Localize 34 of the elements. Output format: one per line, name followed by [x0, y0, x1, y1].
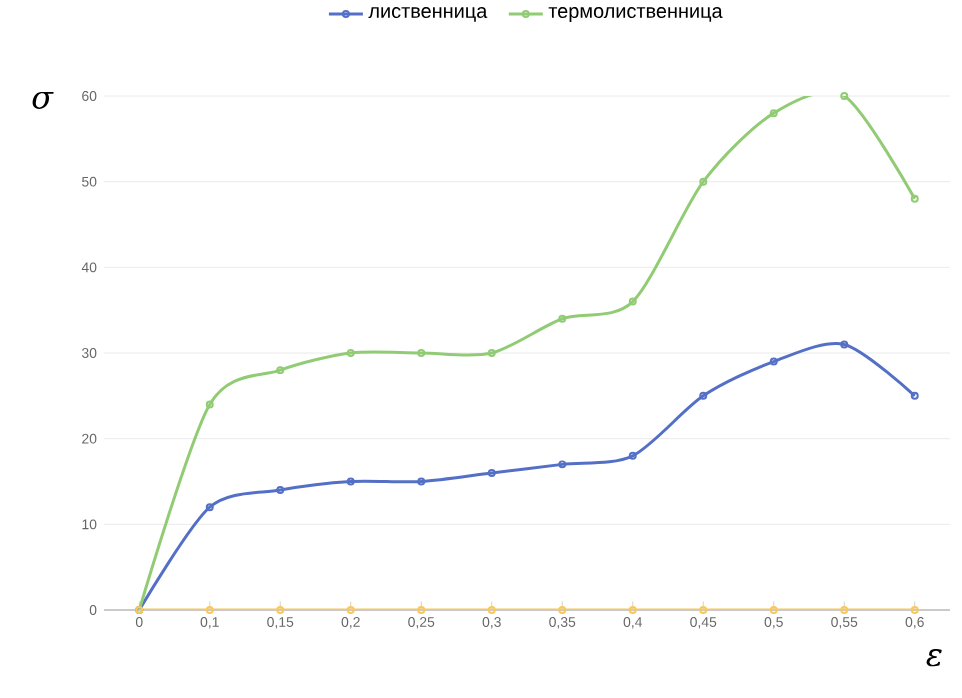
point [699, 391, 708, 400]
point [769, 357, 778, 366]
point [276, 486, 285, 495]
point [487, 606, 496, 614]
point [628, 297, 637, 306]
point [558, 606, 567, 614]
point [346, 606, 355, 614]
point [769, 606, 778, 614]
point [558, 460, 567, 469]
point [840, 606, 849, 614]
y-axis-title: σ [32, 91, 54, 109]
point [417, 349, 426, 357]
point [840, 92, 849, 100]
point [205, 503, 214, 512]
point [840, 340, 849, 349]
point [346, 349, 355, 357]
point [417, 606, 426, 614]
point [205, 400, 214, 409]
point [276, 606, 285, 614]
point [769, 109, 778, 118]
legend-label: лиственница [368, 7, 488, 22]
point [276, 366, 285, 375]
legend-label: термолиственница [548, 7, 723, 22]
point [487, 468, 496, 477]
point [699, 177, 708, 186]
point [628, 606, 637, 614]
x-axis-title: ε [926, 649, 942, 667]
point [487, 349, 496, 357]
point [346, 477, 355, 486]
point [699, 606, 708, 614]
point [628, 451, 637, 460]
point [558, 314, 567, 323]
point [417, 477, 426, 486]
point [205, 606, 214, 614]
